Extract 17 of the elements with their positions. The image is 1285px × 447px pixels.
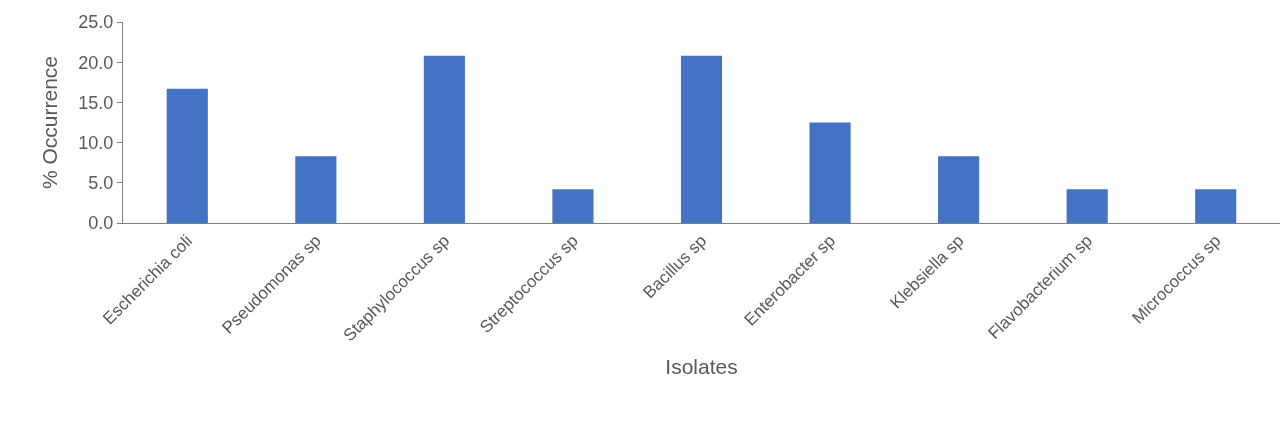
bar [680,55,723,223]
bar [1195,189,1237,223]
bar [1066,189,1108,223]
y-tick-label: 0.0 [88,213,114,234]
bar [295,156,337,223]
bar [938,156,980,223]
y-tick-label: 20.0 [78,52,114,73]
bar [809,122,851,223]
bar [552,189,594,223]
y-tick-label: 10.0 [78,132,114,153]
y-tick-label: 25.0 [78,12,114,33]
bar [166,88,208,223]
y-tick-label: 15.0 [78,92,114,113]
y-axis-title: % Occurrence [37,55,61,190]
y-tick-label: 5.0 [88,173,114,194]
bar [423,55,465,223]
x-axis-title: Isolates [665,355,738,379]
